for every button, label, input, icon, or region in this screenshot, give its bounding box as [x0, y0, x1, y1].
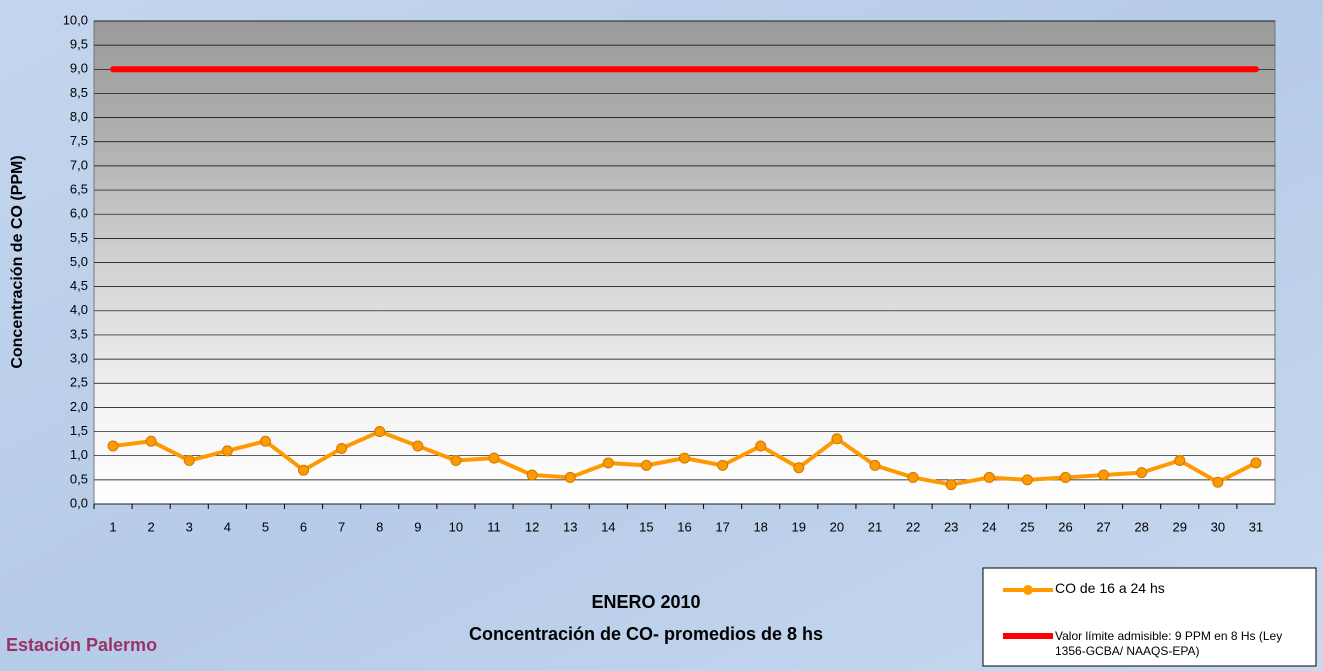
data-point — [108, 441, 118, 451]
legend-label: CO de 16 a 24 hs — [1055, 581, 1315, 596]
x-tick-label: 12 — [525, 519, 539, 534]
chart: Concentración de CO (PPM) ENERO 2010 Con… — [0, 0, 1323, 671]
chart-subtitle: Concentración de CO- promedios de 8 hs — [469, 624, 823, 644]
data-point — [184, 456, 194, 466]
data-point — [337, 443, 347, 453]
data-point — [1251, 458, 1261, 468]
data-point — [908, 472, 918, 482]
data-point — [756, 441, 766, 451]
y-tick-label: 9,5 — [70, 37, 88, 52]
x-tick-label: 10 — [449, 519, 463, 534]
data-point — [1137, 468, 1147, 478]
x-tick-label: 27 — [1096, 519, 1110, 534]
x-tick-label: 31 — [1249, 519, 1263, 534]
data-point — [1213, 477, 1223, 487]
data-point — [718, 460, 728, 470]
data-point — [146, 436, 156, 446]
y-tick-label: 2,0 — [70, 399, 88, 414]
x-tick-label: 29 — [1173, 519, 1187, 534]
data-point — [603, 458, 613, 468]
x-tick-label: 14 — [601, 519, 615, 534]
y-tick-label: 6,5 — [70, 181, 88, 196]
x-tick-label: 18 — [753, 519, 767, 534]
data-point — [489, 453, 499, 463]
data-point — [1060, 472, 1070, 482]
y-tick-label: 7,5 — [70, 133, 88, 148]
y-tick-label: 1,0 — [70, 447, 88, 462]
x-tick-label: 23 — [944, 519, 958, 534]
x-tick-label: 16 — [677, 519, 691, 534]
y-tick-label: 3,0 — [70, 351, 88, 366]
y-tick-label: 10,0 — [63, 12, 88, 27]
x-tick-label: 3 — [186, 519, 193, 534]
x-tick-label: 26 — [1058, 519, 1072, 534]
x-tick-label: 30 — [1211, 519, 1225, 534]
x-tick-label: 17 — [715, 519, 729, 534]
y-tick-label: 6,0 — [70, 206, 88, 221]
x-tick-label: 8 — [376, 519, 383, 534]
x-tick-label: 21 — [868, 519, 882, 534]
data-point — [260, 436, 270, 446]
y-tick-label: 0,0 — [70, 495, 88, 510]
data-point — [946, 480, 956, 490]
y-tick-label: 0,5 — [70, 471, 88, 486]
y-tick-label: 9,0 — [70, 61, 88, 76]
y-tick-label: 7,0 — [70, 157, 88, 172]
data-point — [1099, 470, 1109, 480]
data-point — [527, 470, 537, 480]
y-tick-label: 4,5 — [70, 278, 88, 293]
x-tick-label: 20 — [830, 519, 844, 534]
x-tick-label: 6 — [300, 519, 307, 534]
y-tick-label: 8,0 — [70, 109, 88, 124]
data-point — [832, 434, 842, 444]
y-tick-label: 5,0 — [70, 254, 88, 269]
x-tick-label: 13 — [563, 519, 577, 534]
legend-entry: CO de 16 a 24 hs — [1055, 581, 1315, 621]
data-point — [451, 456, 461, 466]
x-tick-label: 5 — [262, 519, 269, 534]
data-point — [413, 441, 423, 451]
data-point — [794, 463, 804, 473]
page: Concentración de CO (PPM) ENERO 2010 Con… — [0, 0, 1323, 671]
x-tick-label: 2 — [148, 519, 155, 534]
x-tick-label: 28 — [1134, 519, 1148, 534]
chart-title: ENERO 2010 — [591, 592, 700, 612]
legend-entry: Valor límite admisible: 9 PPM en 8 Hs (L… — [1055, 629, 1315, 669]
x-tick-label: 24 — [982, 519, 996, 534]
data-point — [984, 472, 994, 482]
data-point — [375, 427, 385, 437]
legend-label: Valor límite admisible: 9 PPM en 8 Hs (L… — [1055, 629, 1315, 659]
data-point — [870, 460, 880, 470]
data-point — [299, 465, 309, 475]
y-axis-label: Concentración de CO (PPM) — [9, 155, 26, 368]
x-tick-label: 25 — [1020, 519, 1034, 534]
annotation: Estación Palermo — [6, 635, 157, 655]
data-point — [222, 446, 232, 456]
x-tick-label: 1 — [109, 519, 116, 534]
y-tick-label: 8,5 — [70, 85, 88, 100]
x-tick-label: 9 — [414, 519, 421, 534]
x-tick-label: 11 — [487, 519, 501, 534]
y-tick-label: 3,5 — [70, 326, 88, 341]
x-tick-label: 15 — [639, 519, 653, 534]
data-point — [1022, 475, 1032, 485]
y-tick-label: 1,5 — [70, 423, 88, 438]
x-tick-label: 7 — [338, 519, 345, 534]
y-tick-label: 2,5 — [70, 375, 88, 390]
data-point — [641, 460, 651, 470]
x-tick-label: 4 — [224, 519, 231, 534]
data-point — [680, 453, 690, 463]
x-tick-label: 22 — [906, 519, 920, 534]
data-point — [1175, 456, 1185, 466]
x-tick-label: 19 — [792, 519, 806, 534]
data-point — [565, 472, 575, 482]
y-tick-label: 5,5 — [70, 230, 88, 245]
y-tick-label: 4,0 — [70, 302, 88, 317]
legend-marker — [1023, 585, 1033, 595]
